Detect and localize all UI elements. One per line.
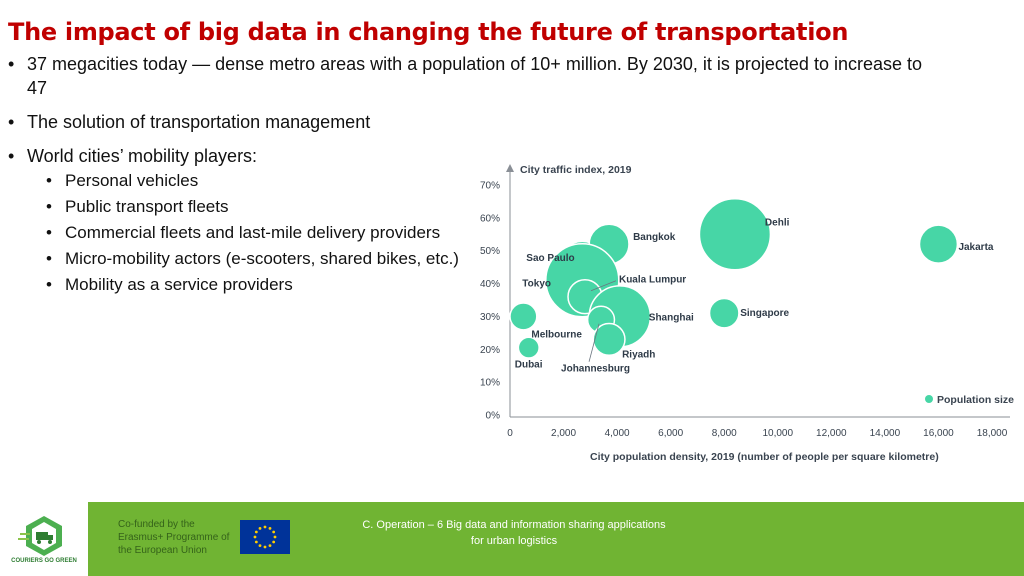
x-tick-label: 0 (507, 428, 513, 439)
bubble-label: Johannesburg (561, 364, 630, 375)
bubble-riyadh (592, 322, 626, 357)
eu-flag-icon (240, 520, 290, 554)
x-tick-label: 10,000 (762, 428, 793, 439)
sub-bullet-glyph: • (46, 249, 52, 268)
bubble-label: Dehli (765, 217, 790, 228)
logo-text: COURIERS GO GREEN (11, 558, 77, 564)
x-tick-label: 6,000 (658, 428, 683, 439)
x-tick-label: 4,000 (605, 428, 630, 439)
bubble-dehli (698, 198, 772, 271)
bubble-melbourne (509, 302, 538, 331)
bullet-text: The solution of transportation managemen… (27, 112, 371, 132)
bubble-chart: 0% 10% 20% 30% 40% 50% 60% 70% 0 2,000 4,000 6,000 8… (480, 164, 1014, 463)
bubble-label: Tokyo (522, 278, 551, 289)
sub-bullet-item: • Personal vehicles (8, 168, 1018, 194)
sub-bullet-text: Personal vehicles (65, 171, 199, 190)
sub-bullet-glyph: • (46, 275, 52, 294)
cofunded-text: Co-funded by the Erasmus+ Programme of t… (118, 519, 230, 556)
bubble-label: Sao Paulo (526, 253, 574, 264)
y-tick-label: 60% (480, 213, 500, 224)
eu-star-icon (253, 535, 257, 539)
bubble-label: Kuala Lumpur (619, 275, 686, 286)
y-tick-label: 10% (480, 378, 500, 389)
x-tick-label: 18,000 (977, 428, 1008, 439)
bubble-dubai (517, 336, 540, 359)
sub-bullet-glyph: • (46, 197, 52, 216)
eu-star-icon (258, 544, 262, 548)
eu-star-icon (254, 540, 258, 544)
eu-star-icon (268, 526, 272, 530)
bubble-label: Shanghai (649, 312, 694, 323)
sub-bullet-text: Micro-mobility actors (e-scooters, share… (65, 249, 459, 268)
bubble-label: Riyadh (622, 349, 655, 360)
bubble-label: Singapore (740, 308, 789, 319)
eu-star-icon (254, 530, 258, 534)
bubble-label: Jakarta (958, 242, 993, 253)
leader-line (590, 280, 617, 292)
x-tick-label: 12,000 (816, 428, 847, 439)
bubble-label: Melbourne (531, 329, 582, 340)
bullet-item: • World cities’ mobility players: (8, 144, 1018, 168)
eu-star-icon (272, 530, 276, 534)
sub-bullet-item: • Micro-mobility actors (e-scooters, shar… (8, 246, 1018, 272)
eu-star-icon (263, 545, 267, 549)
eu-star-icon (268, 544, 272, 548)
eu-star-icon (273, 535, 277, 539)
bullet-text: World cities’ mobility players: (27, 146, 258, 166)
sub-bullet-glyph: • (46, 223, 52, 242)
eu-star-icon (263, 525, 267, 529)
y-tick-label: 40% (480, 279, 500, 290)
slide-title: The impact of big data in changing the f… (8, 18, 849, 46)
footer-caption: C. Operation – 6 Big data and informatio… (330, 517, 698, 549)
x-tick-label: 14,000 (870, 428, 901, 439)
legend-label: Population size (937, 394, 1014, 406)
bubble-singapore (708, 297, 740, 329)
sub-bullet-item: • Commercial fleets and last-mile deliver… (8, 220, 1018, 246)
bullet-text: 37 megacities today — dense metro areas … (27, 54, 922, 74)
bubble-jakarta (918, 224, 959, 264)
recycle-truck-icon (18, 516, 62, 556)
couriers-go-green-logo: COURIERS GO GREEN (0, 502, 88, 576)
eu-star-icon (272, 540, 276, 544)
bullet-item: • 37 megacities today — dense metro area… (8, 52, 1018, 100)
bullet-glyph: • (8, 112, 15, 132)
bubble-label: Bangkok (633, 232, 676, 243)
x-tick-label: 2,000 (551, 428, 576, 439)
y-tick-label: 0% (486, 411, 501, 422)
leader-line (588, 323, 600, 362)
footer-caption-line1: C. Operation – 6 Big data and informatio… (362, 519, 666, 531)
bullet-item: • The solution of transportation managem… (8, 110, 1018, 134)
x-tick-label: 8,000 (712, 428, 737, 439)
bullet-glyph: • (8, 54, 15, 74)
y-axis-title: City traffic index, 2019 (520, 164, 632, 176)
sub-bullet-text: Commercial fleets and last-mile delivery… (65, 223, 441, 242)
sub-bullet-item: • Mobility as a service providers (8, 272, 1018, 298)
sub-bullet-text: Public transport fleets (65, 197, 229, 216)
y-tick-label: 70% (480, 181, 500, 192)
bullet-list: • 37 megacities today — dense metro area… (8, 52, 1018, 298)
eu-star-icon (258, 526, 262, 530)
x-axis-title: City population density, 2019 (number of… (590, 451, 939, 463)
sub-bullet-item: • Public transport fleets (8, 194, 1018, 220)
y-tick-label: 20% (480, 345, 500, 356)
footer-bar: COURIERS GO GREEN Co-funded by the Erasm… (0, 502, 1024, 576)
footer-caption-line2: for urban logistics (470, 535, 558, 547)
y-tick-label: 30% (480, 312, 500, 323)
y-axis-arrow-icon (506, 164, 514, 172)
legend-marker (925, 395, 933, 403)
y-tick-label: 50% (480, 246, 500, 257)
sub-bullet-text: Mobility as a service providers (65, 275, 293, 294)
bubble-label: Dubai (515, 360, 543, 371)
x-tick-label: 16,000 (923, 428, 954, 439)
bullet-text-cont: 47 (27, 78, 48, 98)
sub-bullet-glyph: • (46, 171, 52, 190)
bullet-glyph: • (8, 146, 15, 166)
